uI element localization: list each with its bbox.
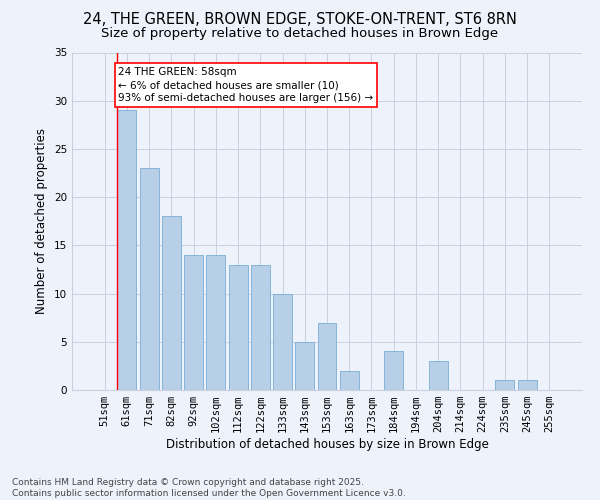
Text: Contains HM Land Registry data © Crown copyright and database right 2025.
Contai: Contains HM Land Registry data © Crown c… — [12, 478, 406, 498]
Text: 24 THE GREEN: 58sqm
← 6% of detached houses are smaller (10)
93% of semi-detache: 24 THE GREEN: 58sqm ← 6% of detached hou… — [118, 67, 374, 104]
Bar — [118, 110, 136, 390]
Bar — [384, 352, 403, 390]
Bar — [317, 322, 337, 390]
Y-axis label: Number of detached properties: Number of detached properties — [35, 128, 49, 314]
Bar — [162, 216, 181, 390]
Bar — [273, 294, 292, 390]
Bar — [229, 264, 248, 390]
X-axis label: Distribution of detached houses by size in Brown Edge: Distribution of detached houses by size … — [166, 438, 488, 451]
Bar — [340, 370, 359, 390]
Bar — [206, 255, 225, 390]
Text: Size of property relative to detached houses in Brown Edge: Size of property relative to detached ho… — [101, 28, 499, 40]
Bar — [518, 380, 536, 390]
Bar — [184, 255, 203, 390]
Bar — [251, 264, 270, 390]
Bar — [140, 168, 158, 390]
Bar — [295, 342, 314, 390]
Bar — [496, 380, 514, 390]
Text: 24, THE GREEN, BROWN EDGE, STOKE-ON-TRENT, ST6 8RN: 24, THE GREEN, BROWN EDGE, STOKE-ON-TREN… — [83, 12, 517, 28]
Bar — [429, 361, 448, 390]
